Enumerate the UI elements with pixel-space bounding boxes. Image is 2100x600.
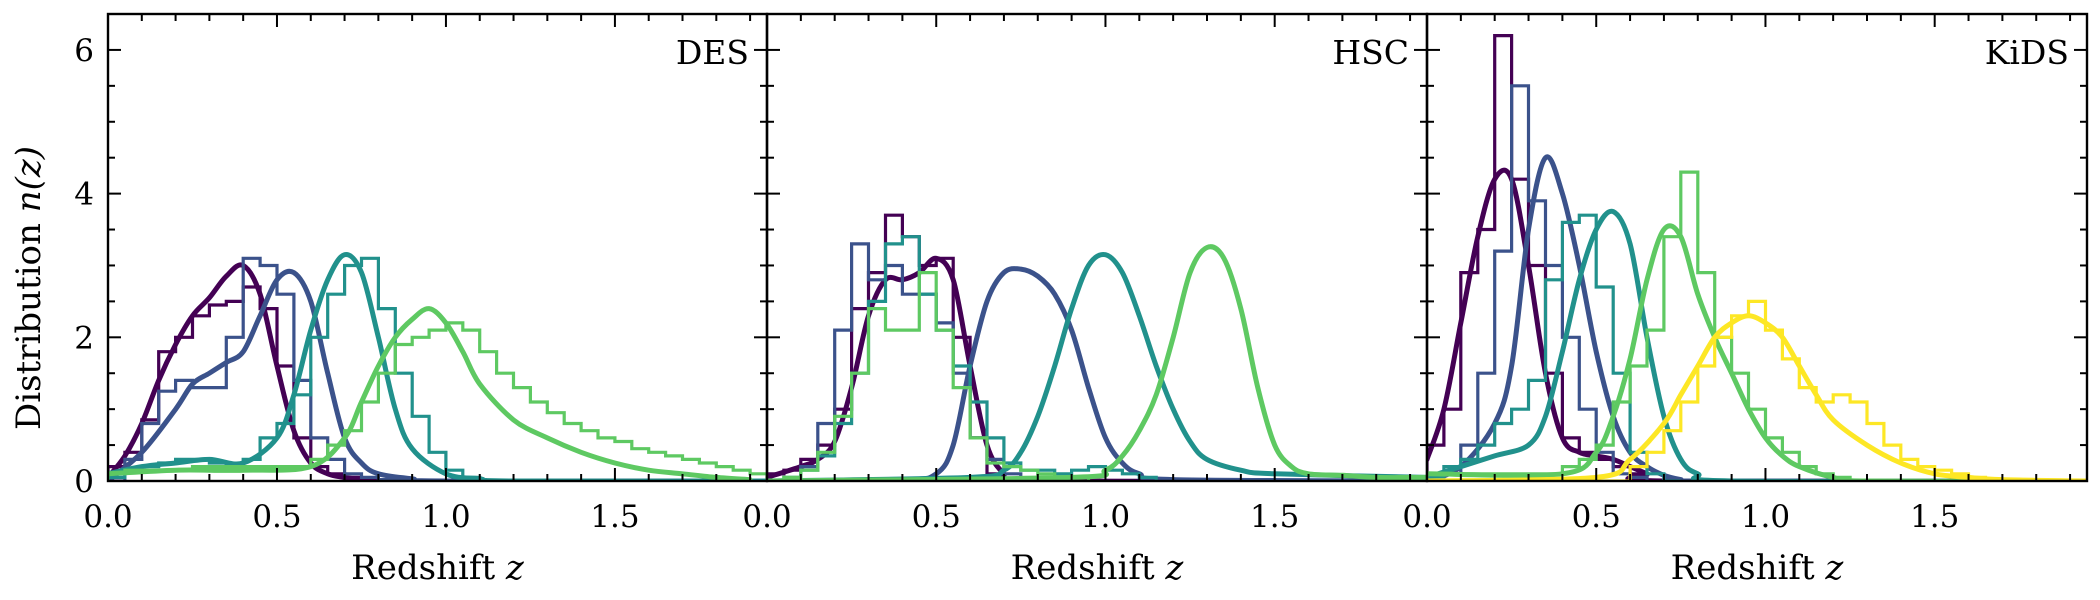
plot-area	[1427, 34, 2087, 481]
histogram-series-1	[767, 213, 1021, 481]
plot-area	[767, 213, 1427, 481]
histogram-series-4	[767, 271, 1091, 481]
y-tick-label: 4	[74, 177, 94, 213]
x-tick-label: 0.5	[912, 499, 961, 535]
panel-frame	[106, 12, 769, 483]
smooth-curve-series-5	[1427, 313, 2087, 481]
x-tick-label: 0.5	[252, 499, 301, 535]
y-axis-title: Distribution n(z)	[9, 146, 49, 430]
x-axis-title: Redshift z	[1671, 548, 1845, 588]
panel-label: DES	[676, 33, 749, 72]
x-tick-label: 1.0	[421, 499, 470, 535]
panel-label: KiDS	[1985, 33, 2069, 72]
y-tick-label: 6	[74, 33, 94, 69]
smooth-curve-series-3	[767, 251, 1427, 481]
x-tick-label: 0.5	[1572, 499, 1621, 535]
panels: 0.0 0.5 1.0 1.5 0 2 4 6 DES Redshift z 0.0 0.5 1.0 1.…	[74, 12, 2089, 588]
panel-label: HSC	[1332, 33, 1409, 72]
smooth-curve-series-2	[108, 268, 767, 481]
smooth-curve-series-4	[108, 306, 753, 481]
x-tick-label: 1.0	[1081, 499, 1130, 535]
histogram-series-4	[108, 321, 767, 481]
x-tick-label: 1.5	[1910, 499, 1959, 535]
x-tick-label: 1.5	[1250, 499, 1299, 535]
histogram-series-3	[1427, 213, 1681, 481]
y-tick-label: 0	[74, 464, 94, 500]
x-tick-label: 0.0	[83, 499, 132, 535]
smooth-curve-series-4	[1427, 223, 2087, 481]
x-tick-label: 0.0	[1402, 499, 1451, 535]
panel-des: 0.0 0.5 1.0 1.5 0 2 4 6 DES Redshift z	[74, 12, 769, 588]
histogram-series-2	[1427, 84, 1649, 481]
histogram-series-5	[1427, 299, 1988, 481]
x-tick-label: 1.0	[1741, 499, 1790, 535]
x-tick-label: 1.5	[590, 499, 639, 535]
panel-kids: 0.0 0.5 1.0 1.5 KiDS Redshift z	[1402, 12, 2089, 588]
x-axis-title: Redshift z	[1011, 548, 1185, 588]
smooth-curve-series-3	[108, 252, 767, 481]
smooth-curve-series-3	[1427, 208, 2087, 481]
smooth-curve-series-1	[1427, 167, 2087, 481]
panel-frame	[1425, 12, 2089, 483]
smooth-curve-series-1	[767, 255, 1427, 481]
x-axis-title: Redshift z	[351, 548, 525, 588]
smooth-curve-series-4	[767, 244, 1427, 481]
y-tick-label: 2	[74, 320, 94, 356]
plot-area	[108, 252, 767, 481]
panel-hsc: 0.0 0.5 1.0 1.5 HSC Redshift z	[742, 12, 1429, 588]
x-tick-label: 0.0	[742, 499, 791, 535]
